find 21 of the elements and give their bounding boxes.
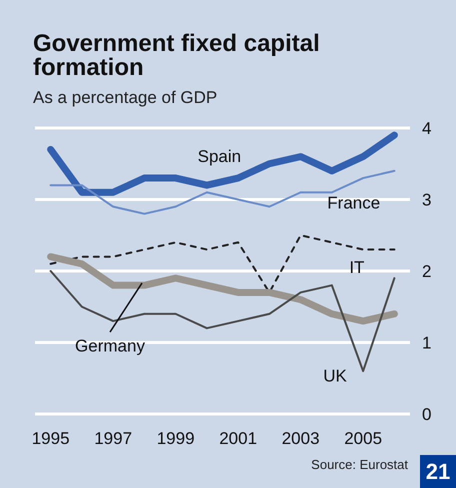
x-tick-label: 1999 xyxy=(156,429,195,448)
y-tick-label: 0 xyxy=(422,405,432,424)
text: Germany xyxy=(75,336,146,356)
chart-subtitle: As a percentage of GDP xyxy=(33,88,218,108)
source-note: Source: Eurostat xyxy=(311,457,408,472)
x-tick-label: 2001 xyxy=(219,429,258,448)
x-tick-label: 2005 xyxy=(344,429,382,448)
line-series xyxy=(50,170,396,215)
series-label: Spain xyxy=(198,147,242,166)
series-label: France xyxy=(327,194,380,213)
y-tick-label: 3 xyxy=(422,190,432,210)
chart-title: Government fixed capital formation xyxy=(33,30,321,81)
series-label: UK xyxy=(323,366,348,386)
y-tick-label: 4 xyxy=(422,119,432,138)
series-label: IT xyxy=(349,258,364,277)
x-tick-label: 1997 xyxy=(94,429,132,448)
y-tick-label: 2 xyxy=(422,262,432,282)
x-tick-label: 2003 xyxy=(282,429,320,448)
y-tick-label: 1 xyxy=(422,334,432,353)
text: 21 xyxy=(420,455,456,488)
x-tick-label: 1995 xyxy=(32,429,70,448)
